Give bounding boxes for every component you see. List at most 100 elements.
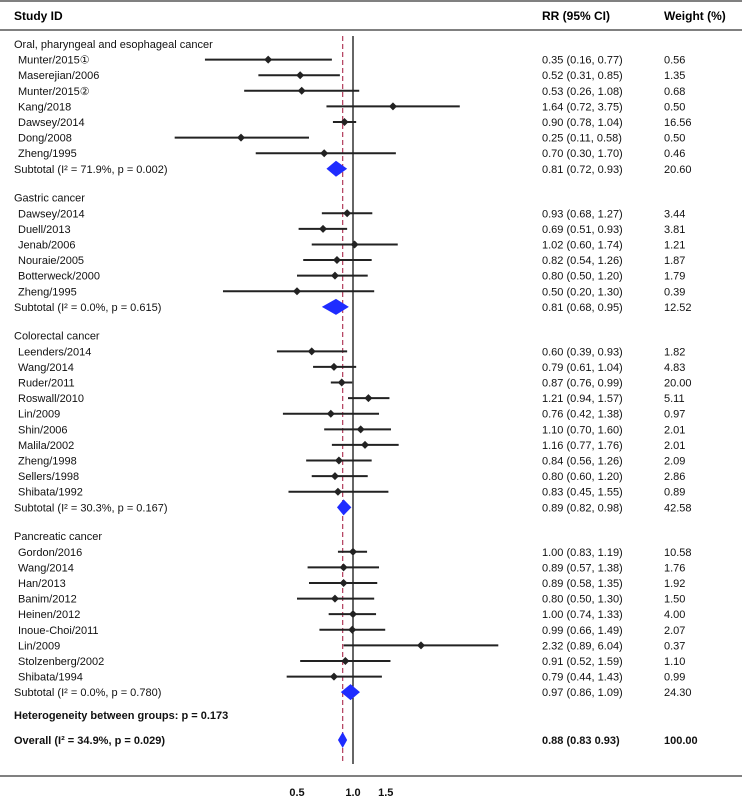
study-weight: 0.39 — [664, 286, 685, 298]
point-estimate — [264, 55, 273, 64]
group-title: Oral, pharyngeal and esophageal cancer — [14, 39, 213, 51]
point-estimate — [296, 71, 305, 80]
study-label: Wang/2014 — [18, 362, 74, 374]
subtotal-label: Subtotal (I² = 30.3%, p = 0.167) — [14, 502, 167, 514]
study-weight: 3.81 — [664, 224, 685, 236]
study-weight: 4.00 — [664, 609, 685, 621]
subtotal-rr-ci: 0.97 (0.86, 1.09) — [542, 687, 623, 699]
study-weight: 2.01 — [664, 424, 685, 436]
study-rr-ci: 0.99 (0.66, 1.49) — [542, 625, 623, 637]
study-label: Han/2013 — [18, 578, 66, 590]
header-study-id: Study ID — [14, 9, 63, 23]
group-title: Pancreatic cancer — [14, 531, 102, 543]
study-label: Sellers/1998 — [18, 471, 79, 483]
subtotal-weight: 42.58 — [664, 502, 692, 514]
study-label: Dawsey/2014 — [18, 117, 85, 129]
study-weight: 0.37 — [664, 640, 685, 652]
study-label: Duell/2013 — [18, 224, 71, 236]
study-weight: 0.50 — [664, 101, 685, 113]
subtotal-rr-ci: 0.89 (0.82, 0.98) — [542, 502, 623, 514]
point-estimate — [339, 578, 348, 587]
study-label: Zheng/1995 — [18, 286, 77, 298]
point-estimate — [337, 378, 346, 387]
study-weight: 16.56 — [664, 117, 692, 129]
heterogeneity-text: Heterogeneity between groups: p = 0.173 — [14, 710, 228, 722]
study-rr-ci: 1.00 (0.83, 1.19) — [542, 547, 623, 559]
study-rr-ci: 0.79 (0.61, 1.04) — [542, 362, 623, 374]
overall-weight: 100.00 — [664, 735, 698, 747]
point-estimate — [297, 86, 306, 95]
subtotal-weight: 20.60 — [664, 164, 692, 176]
study-label: Zheng/1998 — [18, 456, 77, 468]
study-label: Banim/2012 — [18, 594, 77, 606]
study-label: Maserejian/2006 — [18, 70, 99, 82]
header-weight: Weight (%) — [664, 9, 726, 23]
point-estimate — [341, 656, 350, 665]
study-weight: 1.10 — [664, 656, 685, 668]
study-rr-ci: 0.80 (0.50, 1.20) — [542, 271, 623, 283]
study-weight: 1.76 — [664, 562, 685, 574]
point-estimate — [340, 118, 349, 126]
study-label: Nouraie/2005 — [18, 255, 84, 267]
point-estimate — [388, 102, 397, 111]
study-weight: 2.01 — [664, 440, 685, 452]
study-weight: 1.21 — [664, 239, 685, 251]
study-label: Malila/2002 — [18, 440, 74, 452]
header-rr-ci: RR (95% CI) — [542, 9, 610, 23]
subtotal-rr-ci: 0.81 (0.72, 0.93) — [542, 164, 623, 176]
x-tick-label: 1.0 — [345, 787, 360, 799]
point-estimate — [360, 440, 369, 449]
study-label: Zheng/1995 — [18, 148, 77, 160]
study-label: Lin/2009 — [18, 409, 60, 421]
overall-label: Overall (I² = 34.9%, p = 0.029) — [14, 735, 165, 747]
point-estimate — [350, 240, 359, 249]
study-label: Inoue-Choi/2011 — [18, 625, 99, 637]
subtotal-diamond — [336, 499, 352, 516]
study-weight: 1.87 — [664, 255, 685, 267]
study-weight: 0.50 — [664, 133, 685, 145]
study-rr-ci: 0.82 (0.54, 1.26) — [542, 255, 623, 267]
point-estimate — [343, 209, 352, 218]
point-estimate — [330, 594, 339, 603]
point-estimate — [329, 362, 338, 371]
point-estimate — [349, 547, 357, 556]
study-label: Roswall/2010 — [18, 393, 84, 405]
study-weight: 0.46 — [664, 148, 685, 160]
study-weight: 2.09 — [664, 456, 685, 468]
study-rr-ci: 2.32 (0.89, 6.04) — [542, 640, 623, 652]
study-weight: 0.68 — [664, 86, 685, 98]
overall-diamond — [337, 732, 348, 748]
study-rr-ci: 1.00 (0.74, 1.33) — [542, 609, 623, 621]
study-rr-ci: 1.16 (0.77, 1.76) — [542, 440, 623, 452]
study-label: Shin/2006 — [18, 424, 68, 436]
study-label: Leenders/2014 — [18, 346, 91, 358]
study-label: Dawsey/2014 — [18, 208, 85, 220]
group-title: Gastric cancer — [14, 193, 85, 205]
point-estimate — [237, 133, 245, 142]
study-rr-ci: 0.91 (0.52, 1.59) — [542, 656, 623, 668]
study-rr-ci: 0.89 (0.57, 1.38) — [542, 562, 623, 574]
study-label: Wang/2014 — [18, 562, 74, 574]
study-rr-ci: 0.87 (0.76, 0.99) — [542, 378, 623, 390]
study-weight: 0.97 — [664, 409, 685, 421]
overall-rr-ci: 0.88 (0.83 0.93) — [542, 735, 620, 747]
point-estimate — [330, 472, 339, 481]
subtotal-label: Subtotal (I² = 0.0%, p = 0.780) — [14, 687, 161, 699]
study-label: Jenab/2006 — [18, 239, 76, 251]
study-weight: 0.89 — [664, 487, 685, 499]
point-estimate — [348, 625, 357, 634]
study-rr-ci: 0.53 (0.26, 1.08) — [542, 86, 623, 98]
point-estimate — [307, 347, 316, 356]
x-tick-label: 1.5 — [378, 787, 393, 799]
study-label: Gordon/2016 — [18, 547, 82, 559]
point-estimate — [332, 256, 341, 265]
point-estimate — [416, 641, 425, 650]
study-weight: 5.11 — [664, 393, 685, 405]
point-estimate — [334, 456, 343, 465]
subtotal-weight: 24.30 — [664, 687, 692, 699]
study-label: Kang/2018 — [18, 101, 71, 113]
study-weight: 1.79 — [664, 271, 685, 283]
study-weight: 0.56 — [664, 55, 685, 67]
